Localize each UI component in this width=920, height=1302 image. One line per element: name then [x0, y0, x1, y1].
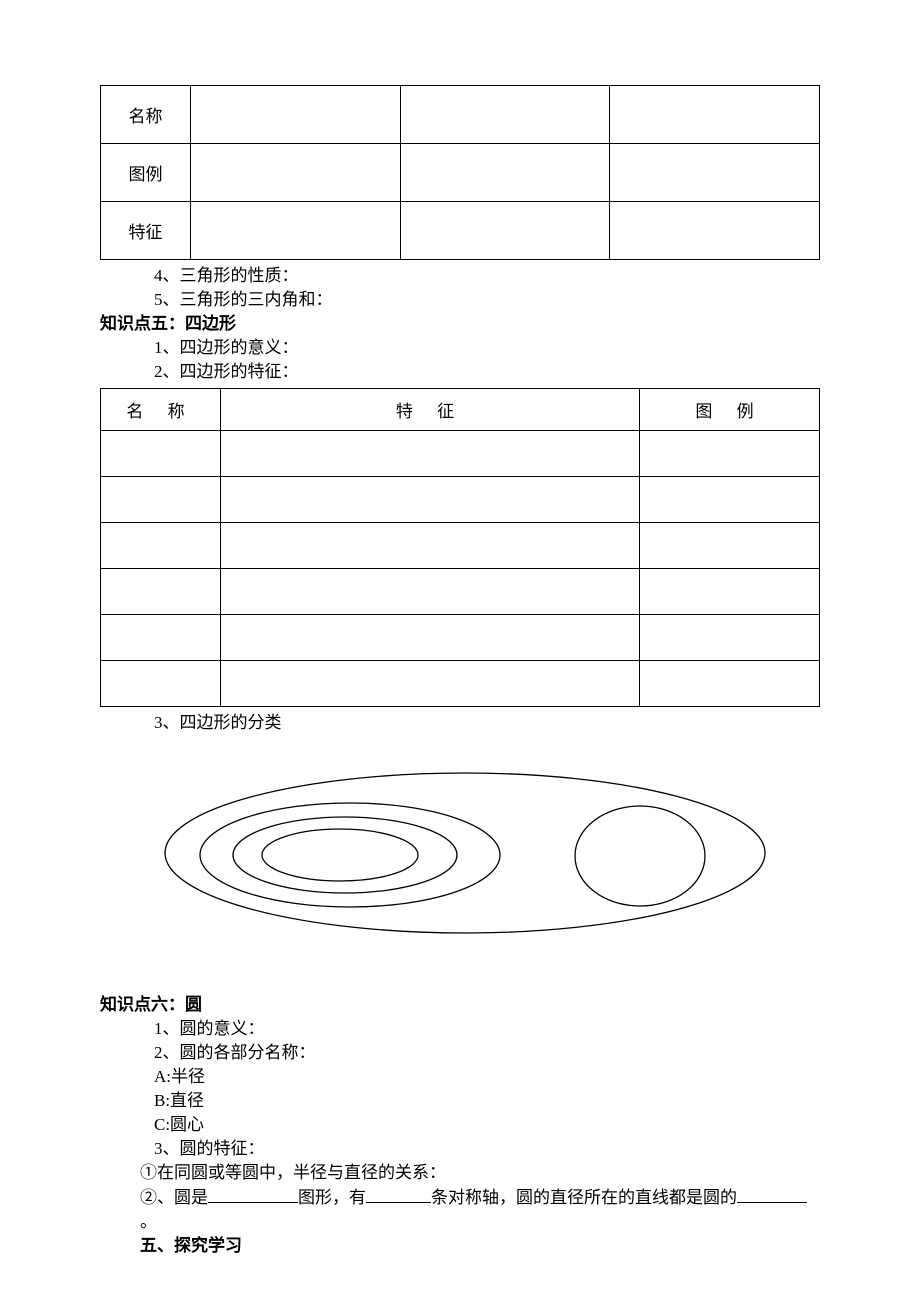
table-row: [101, 431, 221, 477]
table-row: [221, 569, 640, 615]
circle-item-3: 3、圆的特征：: [100, 1137, 820, 1161]
t1-cell: [400, 86, 610, 144]
circle-a: A:半径: [100, 1065, 820, 1089]
t1-cell: [191, 86, 401, 144]
triangle-property-4: 4、三角形的性质：: [100, 264, 820, 288]
triangle-table: 名称 图例 特征: [100, 85, 820, 260]
circle-cond-1: ①在同圆或等圆中，半径与直径的关系：: [100, 1161, 820, 1185]
quad-item-2: 2、四边形的特征：: [100, 360, 820, 384]
t1-cell: [610, 86, 820, 144]
circle-cond-2: ②、圆是 图形，有 条对称轴，圆的直径所在的直线都是圆的。: [100, 1185, 820, 1234]
blank-1: [208, 1185, 298, 1203]
table-row: [221, 661, 640, 707]
t2-header-example: 图 例: [640, 389, 820, 431]
c2-mid2: 条对称轴，圆的直径所在的直线都是圆的: [431, 1188, 737, 1207]
t1-cell: [191, 202, 401, 260]
t1-cell: [610, 202, 820, 260]
table-row: [101, 615, 221, 661]
table-row: [101, 661, 221, 707]
table-row: [640, 523, 820, 569]
c2-end: 。: [140, 1212, 157, 1231]
table-row: [640, 431, 820, 477]
table-row: [221, 523, 640, 569]
circle-item-2: 2、圆的各部分名称：: [100, 1041, 820, 1065]
venn-right-ellipse: [575, 806, 705, 906]
t1-cell: [610, 144, 820, 202]
venn-mid1-ellipse: [200, 803, 500, 907]
quadrilateral-table: 名 称 特 征 图 例: [100, 388, 820, 707]
t1-cell: [400, 202, 610, 260]
quad-item-1: 1、四边形的意义：: [100, 336, 820, 360]
t2-header-feature: 特 征: [221, 389, 640, 431]
table-row: [101, 477, 221, 523]
c2-pre: ②、圆是: [140, 1188, 208, 1207]
table-row: [221, 477, 640, 523]
venn-inner-ellipse: [262, 829, 418, 881]
quad-item-3: 3、四边形的分类: [100, 711, 820, 735]
venn-diagram: [100, 753, 820, 963]
table-row: [640, 661, 820, 707]
section-five-heading: 五、探究学习: [100, 1234, 820, 1258]
t1-row2-label: 图例: [101, 144, 191, 202]
table-row: [640, 615, 820, 661]
triangle-property-5: 5、三角形的三内角和：: [100, 288, 820, 312]
venn-svg: [100, 753, 820, 953]
table-row: [101, 523, 221, 569]
c2-mid1: 图形，有: [298, 1188, 366, 1207]
t1-row1-label: 名称: [101, 86, 191, 144]
table-row: [101, 569, 221, 615]
blank-3: [737, 1185, 807, 1203]
table-row: [640, 569, 820, 615]
table-row: [221, 431, 640, 477]
t1-cell: [191, 144, 401, 202]
circle-item-1: 1、圆的意义：: [100, 1017, 820, 1041]
circle-c: C:圆心: [100, 1113, 820, 1137]
table-row: [640, 477, 820, 523]
venn-outer-ellipse: [165, 773, 765, 933]
blank-2: [366, 1185, 431, 1203]
circle-b: B:直径: [100, 1089, 820, 1113]
table-row: [221, 615, 640, 661]
section5-title: 知识点五：四边形: [100, 312, 820, 336]
t1-row3-label: 特征: [101, 202, 191, 260]
t2-header-name: 名 称: [101, 389, 221, 431]
section6-title: 知识点六：圆: [100, 993, 820, 1017]
t1-cell: [400, 144, 610, 202]
